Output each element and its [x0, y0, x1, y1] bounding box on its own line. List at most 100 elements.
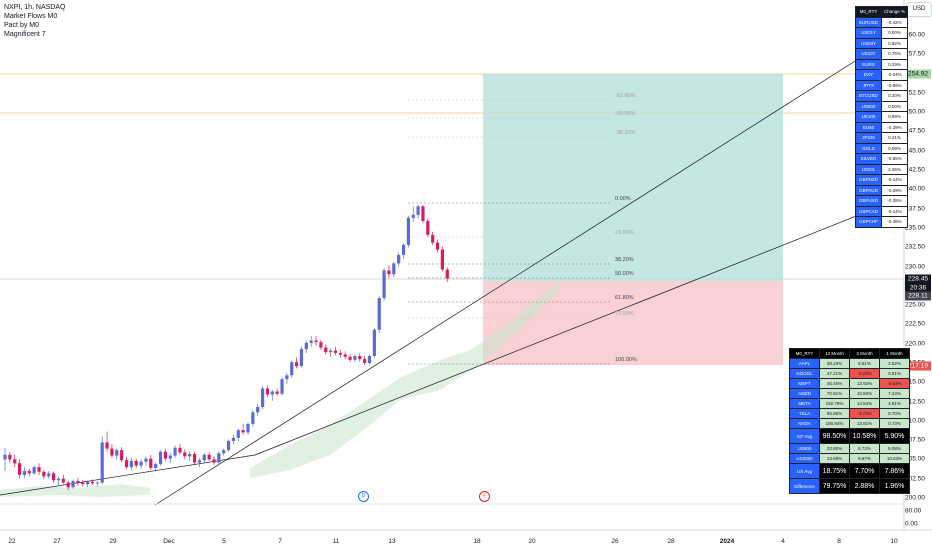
indicator-market-flows[interactable]: Market Flows M0 — [4, 13, 58, 20]
candle — [110, 443, 114, 458]
m7-value: 7.44% — [879, 388, 910, 399]
fx-row: GBPUSD -0.35% — [855, 195, 908, 207]
fx-symbol: GBPCAD — [855, 205, 882, 217]
m7-value: 190.94% — [819, 418, 850, 429]
candle — [202, 453, 206, 464]
candle — [285, 372, 289, 384]
m7-row: META 192.79% 14.54% 4.91% — [789, 398, 910, 409]
candle-body — [358, 356, 362, 360]
entry-price-flag: 228.11 — [905, 291, 931, 301]
current-price-flag: 228.45 — [905, 274, 931, 284]
candle — [367, 354, 372, 365]
fx-row: DXY -0.04% — [855, 69, 908, 81]
candle-body — [421, 206, 425, 221]
candle-body — [426, 220, 430, 235]
m7-value: -0.23% — [849, 368, 880, 379]
candle — [392, 261, 396, 278]
m7-value: 47.21% — [819, 368, 850, 379]
candle — [304, 340, 308, 353]
candle — [207, 451, 211, 461]
candle-body — [270, 391, 274, 395]
candle-body — [71, 481, 75, 488]
candle-body — [124, 460, 129, 468]
time-tick: 5 — [222, 538, 226, 545]
candle-body — [226, 440, 231, 451]
indicator-pact[interactable]: Pact by M0 — [4, 22, 40, 29]
fx-symbol: EURUSD — [855, 16, 882, 28]
candle — [411, 206, 415, 222]
price-tick: 232.50 — [905, 243, 925, 251]
stop-zone — [483, 281, 783, 365]
candle-body — [61, 478, 65, 483]
fx-change: -0.55% — [881, 153, 908, 165]
candle-body — [260, 388, 265, 407]
candle — [95, 481, 99, 487]
candle — [158, 450, 163, 466]
candle-body — [387, 270, 391, 275]
candle-body — [144, 458, 148, 462]
currency-button[interactable]: USD — [906, 2, 932, 17]
fib-label: 0.00% — [615, 196, 631, 202]
candle-body — [192, 454, 197, 463]
fx-change: -0.46% — [881, 216, 908, 228]
candle-body — [22, 470, 27, 475]
candle-body — [139, 461, 143, 466]
candle — [382, 268, 386, 301]
stop-price-flag: 217.19 — [905, 361, 931, 371]
price-tick: 245.00 — [905, 147, 925, 155]
candle-body — [338, 352, 342, 355]
symbol-title[interactable]: NXPI, 1h, NASDAQ — [4, 4, 66, 11]
candle — [124, 456, 129, 469]
earnings-icon[interactable]: ⚡ — [479, 491, 490, 502]
m7-summary-value: 5.90% — [879, 428, 910, 444]
fib-label: -61.80% — [615, 93, 636, 99]
time-tick: 10 — [890, 538, 898, 545]
indicator-magnificent-7[interactable]: Magnificent 7 — [4, 31, 46, 38]
m7-value: 6.72% — [849, 443, 880, 454]
countdown-flag: 20:36 — [905, 283, 931, 293]
fib-label: -50.00% — [615, 111, 636, 117]
candle-body — [154, 464, 158, 468]
price-tick: 207.50 — [905, 436, 925, 444]
m7-header-row: M0_RTY 12 Month 3 Month 1 Month — [789, 348, 910, 359]
time-tick: 13 — [388, 538, 396, 545]
m7-summary-label: M7 Avg — [789, 428, 820, 444]
fib-label: 23.60% — [615, 230, 634, 236]
candle — [71, 479, 75, 489]
candle — [105, 431, 109, 452]
fx-symbol: SILVER — [855, 153, 882, 165]
m7-summary-value: 18.75% — [819, 463, 850, 479]
candle — [363, 356, 367, 366]
ichimoku-cloud — [0, 280, 560, 497]
candle-body — [222, 450, 226, 454]
fx-symbol: JPYX — [855, 79, 882, 91]
fx-change: -0.04% — [881, 69, 908, 81]
candle-body — [17, 463, 22, 475]
candle — [333, 346, 338, 356]
price-tick: 220.00 — [905, 340, 925, 348]
price-tick: 235.00 — [905, 224, 925, 232]
candle-body — [197, 460, 201, 463]
candle-body — [47, 473, 51, 477]
fib-label: 50.00% — [615, 271, 634, 277]
candle-body — [120, 450, 124, 461]
candle — [421, 204, 425, 224]
fx-row: UK100 0.89% — [855, 111, 908, 123]
fx-symbol: GOLD — [855, 142, 882, 154]
candle-body — [178, 447, 182, 453]
m7-summary-label: US Avg — [789, 463, 820, 479]
price-tick: 240.00 — [905, 185, 925, 193]
fx-row: USOIL 2.06% — [855, 163, 908, 175]
position-zones — [483, 74, 783, 365]
dividend-icon[interactable]: D — [358, 491, 369, 502]
fx-symbol: DXY — [855, 69, 882, 81]
fx-symbol: USD1Y — [855, 27, 882, 39]
candle — [22, 467, 27, 478]
m7-symbol: AAPL — [789, 358, 820, 369]
candle-body — [95, 482, 99, 484]
fx-symbol: EU50 — [855, 121, 882, 133]
candle — [197, 457, 201, 468]
price-tick: 247.50 — [905, 127, 925, 135]
candle-body — [105, 442, 109, 449]
